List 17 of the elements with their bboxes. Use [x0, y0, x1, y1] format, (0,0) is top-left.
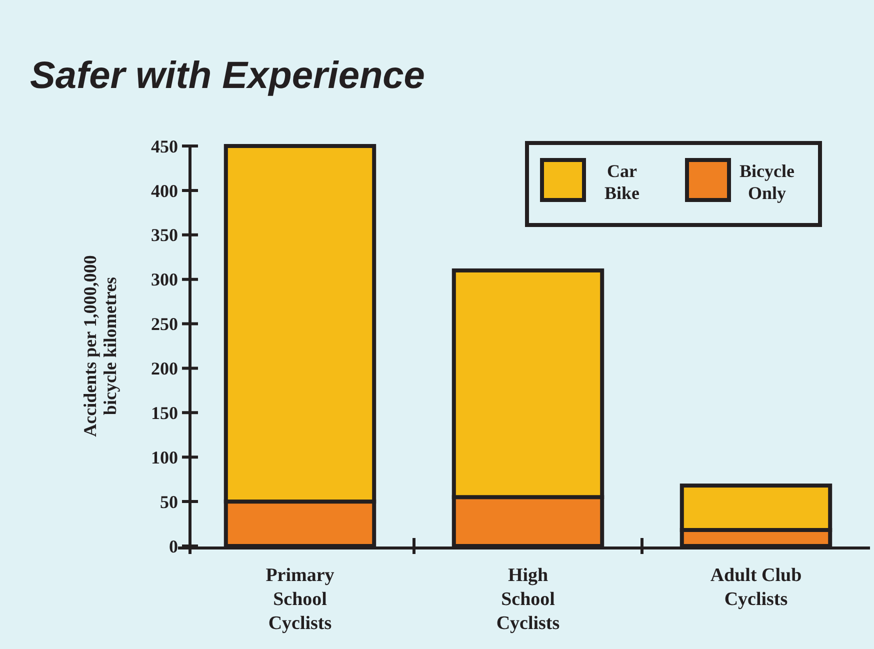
x-tick-label: High School Cyclists [496, 565, 560, 634]
y-tick-label: 350 [151, 225, 178, 246]
chart-title: Safer with Experience [30, 55, 425, 97]
y-tick-label: 200 [151, 358, 178, 379]
y-tick-label: 300 [151, 270, 178, 290]
y-tick-label: 150 [151, 402, 178, 423]
x-tick-label: Adult Club Cyclists [710, 565, 802, 610]
y-axis-title: Accidents per 1,000,000 bicycle kilometres [80, 255, 120, 437]
y-tick-label: 400 [151, 180, 178, 201]
y-tick-label: 250 [151, 314, 178, 334]
y-tick-label: 450 [151, 136, 178, 156]
legend-label: Car Bike [604, 161, 640, 203]
x-tick-label: Primary School Cyclists [266, 565, 335, 634]
legend-label: Bicycle Only [740, 161, 794, 203]
y-tick-label: 0 [169, 536, 178, 556]
y-tick-label: 50 [160, 492, 178, 512]
y-tick-label: 100 [151, 447, 178, 468]
